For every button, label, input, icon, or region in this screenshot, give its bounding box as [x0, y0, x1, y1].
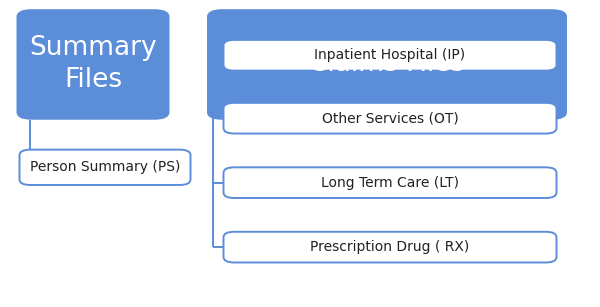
Text: Inpatient Hospital (IP): Inpatient Hospital (IP) [314, 48, 466, 62]
Text: Long Term Care (LT): Long Term Care (LT) [321, 176, 459, 190]
Text: Prescription Drug ( RX): Prescription Drug ( RX) [310, 240, 470, 254]
FancyBboxPatch shape [19, 150, 191, 185]
Text: Claims Files: Claims Files [310, 52, 464, 77]
FancyBboxPatch shape [223, 40, 557, 71]
FancyBboxPatch shape [207, 9, 567, 120]
FancyBboxPatch shape [223, 232, 557, 262]
Text: Other Services (OT): Other Services (OT) [322, 111, 458, 125]
Text: Summary
Files: Summary Files [29, 36, 157, 93]
FancyBboxPatch shape [223, 103, 557, 134]
FancyBboxPatch shape [223, 167, 557, 198]
FancyBboxPatch shape [16, 9, 169, 120]
Text: Person Summary (PS): Person Summary (PS) [30, 160, 180, 174]
